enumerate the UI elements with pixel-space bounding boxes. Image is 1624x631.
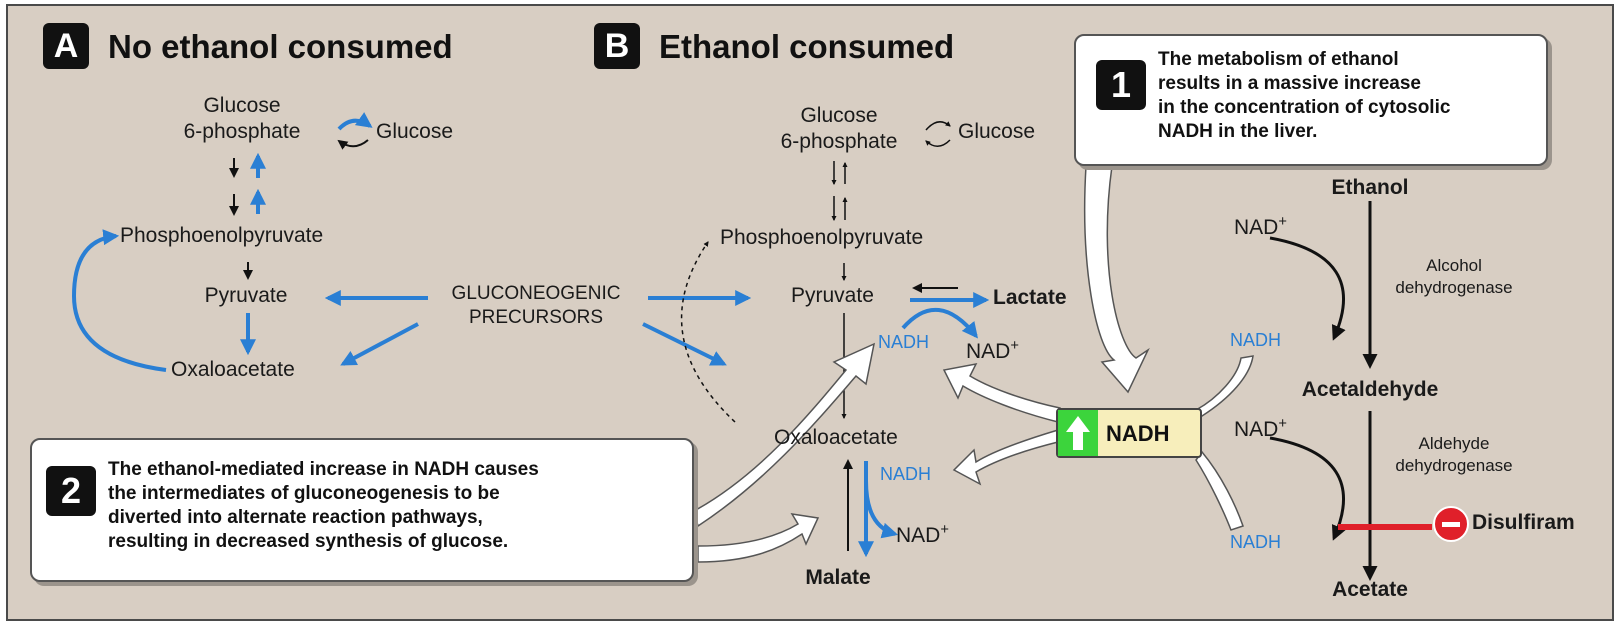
b-nadh-pyruvate: NADH [878, 332, 930, 352]
b-nad-oxaloacetate: NAD+ [896, 522, 949, 547]
b-nadh-oxaloacetate: NADH [880, 464, 932, 484]
nadh-increase-indicator [1058, 410, 1098, 456]
precursors-line1: GLUCONEOGENIC [451, 283, 621, 304]
b-nad-pyruvate: NAD+ [966, 338, 1019, 363]
panel-a-title: No ethanol consumed [108, 28, 453, 65]
b-phosphoenolpyruvate: Phosphoenolpyruvate [720, 226, 924, 249]
acetate-label: Acetate [1332, 578, 1408, 601]
precursors-line2: PRECURSORS [468, 307, 604, 328]
b-glucose-6-phosphate-line1: Glucose [800, 104, 878, 127]
a-glucose-6-phosphate-line1: Glucose [203, 94, 281, 117]
figure: A No ethanol consumed Glucose 6-phosphat… [6, 4, 1614, 621]
ethanol-label: Ethanol [1331, 176, 1409, 199]
callout-1-text: The metabolism of ethanol results in a m… [1158, 49, 1451, 142]
disulfiram-label: Disulfiram [1472, 511, 1575, 534]
pathway-arrows [71, 112, 1432, 581]
b-pyruvate: Pyruvate [791, 284, 874, 307]
b-oxaloacetate: Oxaloacetate [774, 426, 898, 449]
panel-b-badge: B [594, 23, 640, 69]
callout-2: 2 The ethanol-mediated increase in NADH … [30, 438, 694, 582]
inhibition-icon [1433, 506, 1469, 542]
callout-1: 1 The metabolism of ethanol results in a… [1074, 34, 1548, 166]
callout-2-badge: 2 [46, 466, 96, 516]
enzyme-1-line2: dehydrogenase [1395, 278, 1513, 297]
enzyme-2-line2: dehydrogenase [1395, 456, 1513, 475]
nadh-box-label: NADH [1106, 421, 1170, 446]
panel-a-arrows [71, 112, 428, 372]
b-lactate: Lactate [993, 286, 1067, 309]
nadh-increase-box: NADH [1056, 408, 1202, 458]
panel-a-badge: A [43, 23, 89, 69]
enzyme-2-line1: Aldehyde [1418, 434, 1490, 453]
b-glucose-6-phosphate-line2: 6-phosphate [780, 130, 898, 153]
b-malate: Malate [805, 566, 871, 589]
callout-pointers [693, 165, 1150, 563]
callout-1-badge: 1 [1096, 60, 1146, 110]
enzyme-1-line1: Alcohol [1426, 256, 1482, 275]
a-pyruvate: Pyruvate [204, 284, 288, 307]
nad-2: NAD+ [1234, 416, 1287, 441]
a-glucose-6-phosphate-line2: 6-phosphate [183, 120, 301, 143]
ethanol-pathway-arrows [1269, 201, 1432, 581]
nad-1: NAD+ [1234, 214, 1287, 239]
a-oxaloacetate: Oxaloacetate [171, 358, 295, 381]
nadh-2: NADH [1230, 532, 1282, 552]
nadh-1: NADH [1230, 330, 1282, 350]
nadh-flow-arrows [942, 355, 1254, 531]
panel-b-arrows [642, 121, 990, 558]
acetaldehyde-label: Acetaldehyde [1301, 378, 1439, 401]
a-glucose: Glucose [376, 120, 454, 143]
up-arrow-icon [1066, 416, 1090, 450]
panel-b-title: Ethanol consumed [659, 28, 955, 65]
a-phosphoenolpyruvate: Phosphoenolpyruvate [120, 224, 324, 247]
b-glucose: Glucose [958, 120, 1036, 143]
callout-2-text: The ethanol-mediated increase in NADH ca… [108, 459, 539, 552]
